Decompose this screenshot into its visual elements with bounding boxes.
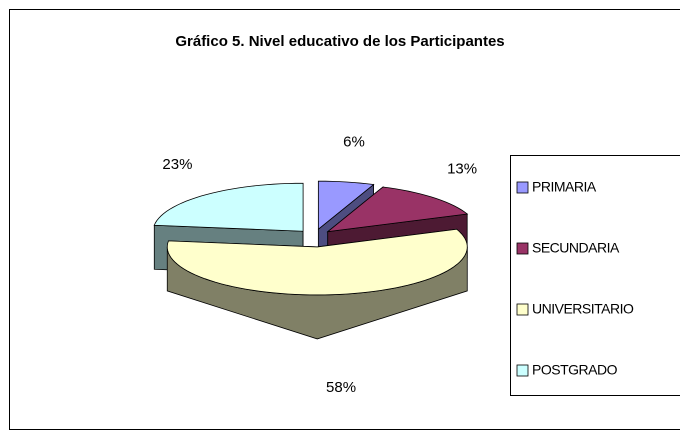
legend-label: POSTGRADO: [532, 362, 618, 378]
data-label: 23%: [162, 156, 192, 173]
legend: PRIMARIA SECUNDARIA UNIVERSITARIO POSTGRADO: [516, 179, 634, 378]
data-label: 13%: [447, 160, 477, 177]
legend-label: SECUNDARIA: [532, 240, 620, 256]
slice-top: [326, 186, 469, 233]
legend-swatch: [516, 303, 529, 316]
slice-top: [153, 182, 304, 232]
legend-swatch: [516, 364, 529, 377]
chart-title: Gráfico 5. Nivel educativo de los Partic…: [175, 33, 504, 50]
data-label: 6%: [343, 134, 365, 151]
legend-swatch: [516, 181, 529, 194]
legend-label: UNIVERSITARIO: [532, 301, 634, 317]
legend-swatch: [516, 242, 529, 255]
slice-top: [317, 180, 375, 230]
pie: 6% 13% 58% 23%: [153, 134, 477, 396]
legend-box: [510, 155, 680, 396]
legend-label: PRIMARIA: [532, 179, 597, 195]
slice-top: [166, 228, 468, 296]
data-label: 58%: [326, 379, 356, 396]
slice: [166, 228, 468, 340]
